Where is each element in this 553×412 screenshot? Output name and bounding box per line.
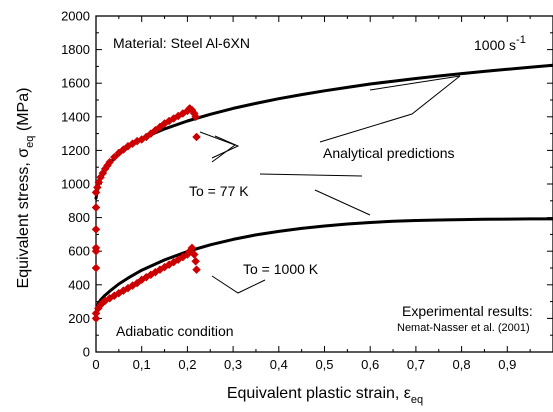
experimental-point — [109, 152, 119, 162]
adiabatic-label: Adiabatic condition — [116, 323, 234, 339]
annotation-leaders — [199, 75, 461, 294]
experimental-point — [105, 157, 115, 167]
y-tick-label: 600 — [68, 244, 90, 259]
y-tick-label: 1000 — [61, 177, 90, 192]
material-label: Material: Steel Al-6XN — [113, 35, 250, 51]
y-axis-label-unit: (MPa) — [15, 88, 32, 136]
data-series — [91, 63, 553, 323]
x-tick-label: 0,3 — [224, 357, 242, 372]
x-axis-label-sub: eq — [411, 394, 423, 406]
experimental-point — [192, 265, 201, 275]
plot-frame — [95, 15, 553, 353]
y-tick-label: 0 — [83, 345, 90, 360]
y-axis-label-text: Equivalent stress, σ — [15, 148, 32, 289]
experimental-point — [91, 314, 101, 323]
x-tick-labels: 0 0,1 0,2 0,3 0,4 0,5 0,6 0,7 0,8 0,9 — [92, 357, 516, 372]
experimental-label: Experimental results: — [402, 303, 533, 319]
leader-analytical-upper — [369, 75, 461, 91]
rate-value: 1000 s — [474, 37, 516, 53]
analytical-curve-1 — [94, 63, 553, 200]
y-tick-label: 2000 — [61, 9, 90, 24]
x-tick-label: 0,9 — [498, 357, 516, 372]
rate-exponent: -1 — [516, 34, 526, 46]
y-tick-label: 800 — [68, 210, 90, 225]
experimental-point — [91, 203, 101, 212]
y-tick-label: 1400 — [61, 109, 90, 124]
x-tick-label: 0,2 — [178, 357, 196, 372]
y-tick-label: 400 — [68, 277, 90, 292]
t1000-label: To = 1000 K — [243, 261, 319, 277]
leader-t77-upper — [211, 135, 240, 159]
experimental-point — [91, 246, 101, 256]
y-tick-label: 1800 — [61, 42, 90, 57]
y-axis-label-sub: eq — [24, 136, 36, 148]
y-tick-label: 1600 — [61, 76, 90, 91]
y-tick-label: 200 — [68, 311, 90, 326]
x-tick-label: 0,7 — [407, 357, 425, 372]
x-tick-label: 0,8 — [453, 357, 471, 372]
experimental-source: Nemat-Nasser et al. (2001) — [397, 322, 530, 334]
experimental-point — [187, 243, 197, 253]
analytical-curve-2 — [94, 217, 553, 314]
experimental-point — [191, 112, 200, 122]
t77-label: To = 77 K — [189, 183, 249, 199]
x-tick-label: 0,4 — [270, 357, 288, 372]
rate-label: 1000 s-1 — [474, 34, 526, 53]
leader-t1000 — [211, 275, 266, 294]
analytical-label: Analytical predictions — [323, 145, 455, 161]
experimental-point — [192, 132, 201, 142]
x-tick-label: 0,6 — [361, 357, 379, 372]
x-tick-label: 0,1 — [133, 357, 151, 372]
axis-ticks — [95, 15, 553, 353]
experimental-point — [91, 263, 101, 273]
experimental-point — [91, 225, 101, 234]
leader-analytical-lower — [259, 173, 363, 177]
leader-t77 — [199, 131, 237, 163]
leader-analytical-lower-2 — [314, 189, 371, 216]
y-axis-label: Equivalent stress, σeq (MPa) — [15, 88, 36, 289]
x-tick-label: 0 — [92, 357, 99, 372]
leader-analytical-upper-2 — [319, 75, 461, 143]
x-axis-label-text: Equivalent plastic strain, ε — [227, 385, 411, 402]
y-tick-labels: 0 200 400 600 800 1000 1200 1400 1600 1800 2000 — [61, 9, 90, 360]
x-axis-label: Equivalent plastic strain, εeq — [227, 385, 423, 406]
y-tick-label: 1200 — [61, 143, 90, 158]
x-tick-label: 0,5 — [315, 357, 333, 372]
experimental-point — [191, 256, 200, 266]
